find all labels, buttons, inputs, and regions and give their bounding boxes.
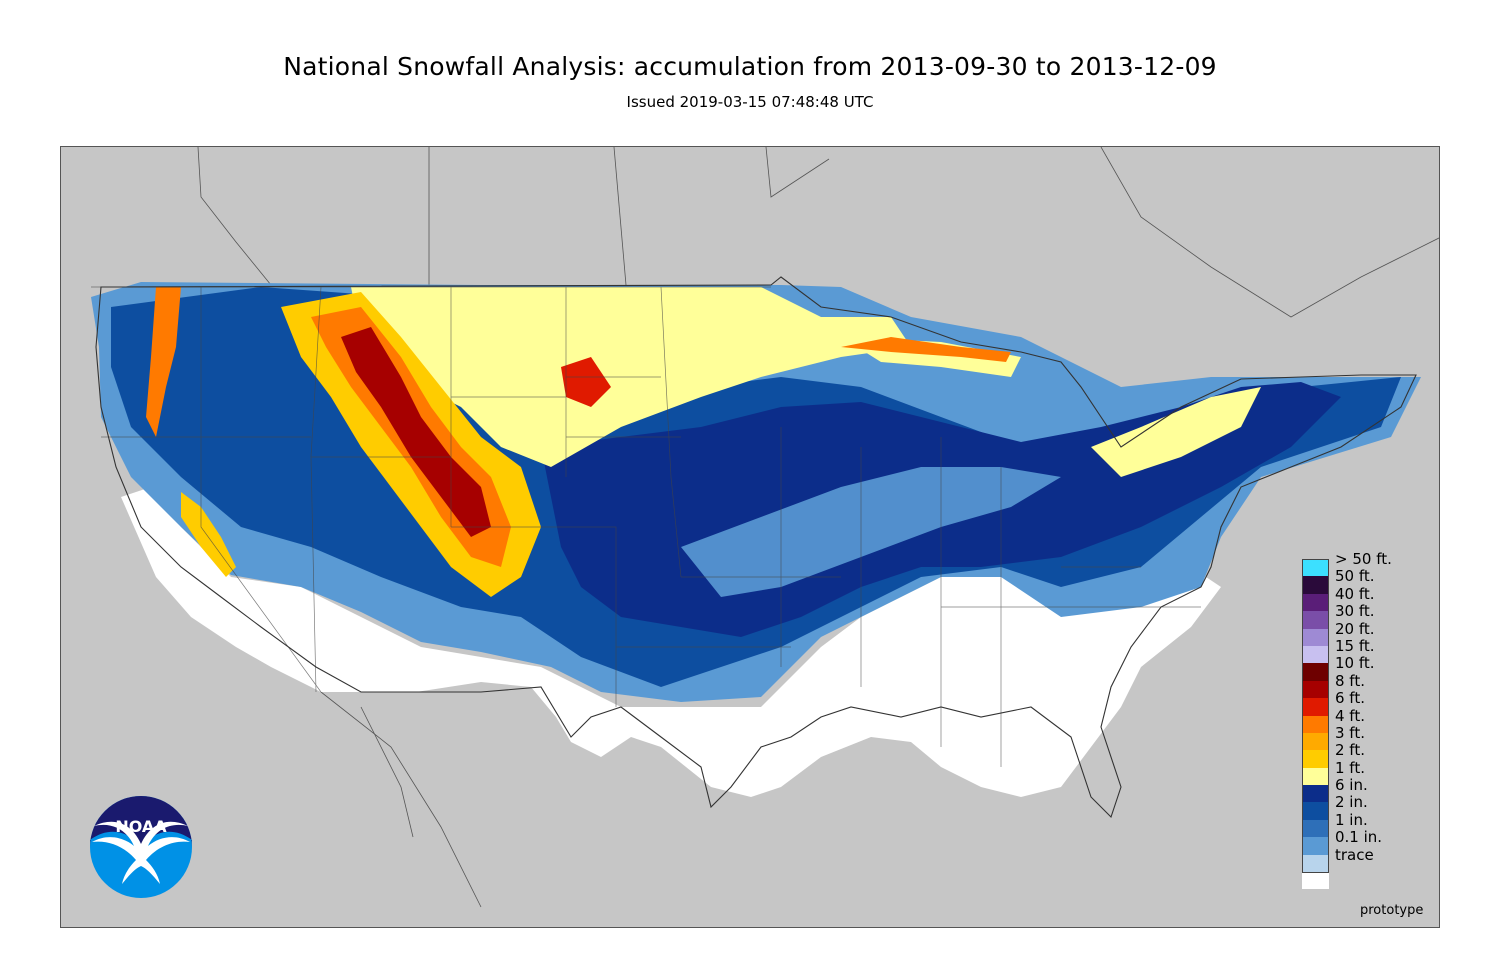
legend-swatch [1302,593,1329,612]
snow-6ft-rockies [341,327,491,537]
legend-label: 3 ft. [1335,723,1365,742]
legend-label: 50 ft. [1335,567,1375,586]
map-canvas [91,147,1439,908]
legend-label: 6 in. [1335,776,1368,795]
legend-swatch [1302,663,1329,681]
legend-label: 1 ft. [1335,758,1365,777]
conus-outline [95,276,1417,819]
state-boundaries [91,286,1201,767]
legend-swatch [1302,802,1329,820]
legend-label: trace [1335,845,1374,864]
legend-label: 2 ft. [1335,741,1365,760]
legend-swatch [1302,698,1329,716]
legend-label: > 50 ft. [1335,550,1392,568]
legend-swatch [1302,854,1329,873]
snow-lake-effect [841,337,1011,362]
no-snow-region [121,487,1221,797]
legend-swatch [1302,559,1329,577]
legend-swatch [1302,750,1329,768]
issued-timestamp: Issued 2019-03-15 07:48:48 UTC [626,93,874,111]
snow-band-light [681,467,1061,597]
legend-label: 30 ft. [1335,602,1375,621]
legend-swatch [1302,680,1329,699]
legend-label: 4 ft. [1335,706,1365,725]
logo-bird-icon [92,821,190,884]
legend-label: 8 ft. [1335,671,1365,690]
legend-swatch [1302,767,1329,786]
legend-label: 15 ft. [1335,636,1375,655]
legend-label: 6 ft. [1335,689,1365,708]
legend-label: 2 in. [1335,793,1368,812]
legend-swatch [1302,645,1329,664]
legend-label: 10 ft. [1335,654,1375,673]
legend-label: 40 ft. [1335,584,1375,603]
logo-top-icon [90,796,192,848]
snow-dakota-peak [561,357,611,407]
noaa-logo: NOAA [90,796,192,898]
legend-swatch [1302,872,1329,890]
legend-swatch [1302,715,1329,733]
neighbor-borders [197,147,1439,908]
snow-cascades [146,287,181,437]
snowfall-map [60,146,1440,928]
legend-swatch [1302,837,1329,855]
prototype-label: prototype [1360,903,1424,918]
legend-swatch [1302,732,1329,751]
legend-label: 1 in. [1335,810,1368,829]
legend-swatch [1302,628,1329,646]
legend-swatch [1302,576,1329,594]
page-title: National Snowfall Analysis: accumulation… [283,52,1217,81]
legend-swatch [1302,785,1329,803]
legend-swatch [1302,611,1329,629]
legend-label: 0.1 in. [1335,828,1383,847]
snow-1ft-northeast [1091,387,1261,477]
legend-label: 20 ft. [1335,619,1375,638]
logo-text: NOAA [115,817,167,836]
legend-swatch [1302,819,1329,838]
